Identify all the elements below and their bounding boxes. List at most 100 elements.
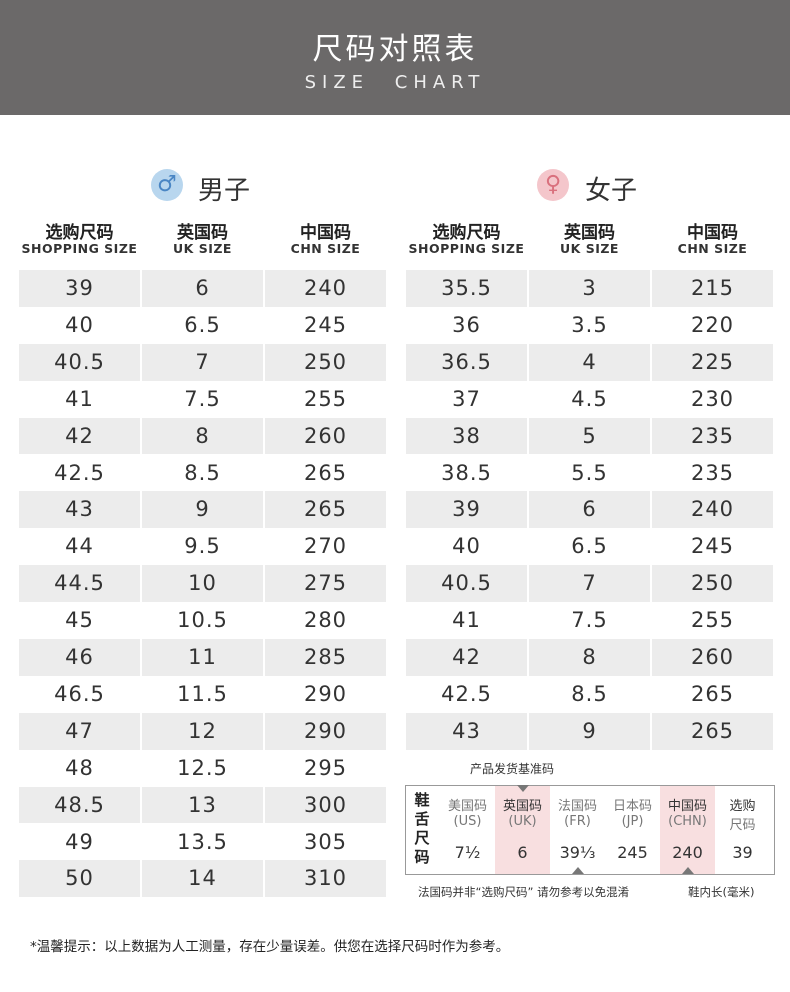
table-cell: 39 bbox=[18, 270, 141, 307]
column-header-en: UK SIZE bbox=[173, 241, 232, 256]
table-cell: 42 bbox=[18, 417, 141, 455]
table-cell: 40 bbox=[18, 306, 141, 344]
table-cell: 255 bbox=[651, 602, 774, 639]
table-cell: 40.5 bbox=[405, 565, 528, 603]
table-cell: 275 bbox=[264, 565, 387, 603]
table-cell: 39 bbox=[405, 491, 528, 529]
table-cell: 10 bbox=[141, 565, 264, 603]
table-cell: 225 bbox=[651, 343, 774, 381]
table-cell: 235 bbox=[651, 417, 774, 455]
table-cell: 245 bbox=[264, 306, 387, 344]
table-cell: 36.5 bbox=[405, 343, 528, 381]
table-cell: 230 bbox=[651, 380, 774, 418]
table-cell: 49 bbox=[18, 823, 141, 861]
table-cell: 290 bbox=[264, 712, 387, 750]
table-cell: 220 bbox=[651, 306, 774, 344]
legend-column-label: 选购 bbox=[729, 799, 756, 814]
table-cell: 6.5 bbox=[528, 528, 651, 566]
table-cell: 290 bbox=[264, 675, 387, 713]
table-cell: 265 bbox=[264, 491, 387, 529]
table-cell: 41 bbox=[18, 380, 141, 418]
column-header-en: SHOPPING SIZE bbox=[408, 241, 525, 256]
table-cell: 245 bbox=[651, 528, 774, 566]
table-cell: 6 bbox=[141, 270, 264, 307]
table-cell: 295 bbox=[264, 749, 387, 787]
gender-label: 女子 bbox=[585, 176, 638, 206]
column-header-en: CHN SIZE bbox=[677, 241, 748, 256]
table-cell: 42 bbox=[405, 639, 528, 676]
note: *温馨提示：以上数据为人工测量，存在少量误差。供您在选择尺码时作为参考。 bbox=[30, 939, 510, 955]
table-cell: 3 bbox=[528, 270, 651, 307]
table-cell: 255 bbox=[264, 380, 387, 418]
legend-side-label: 鞋舌尺码 bbox=[414, 791, 430, 866]
legend-column-label: 英国码 bbox=[502, 799, 542, 814]
legend-highlight bbox=[660, 786, 715, 874]
title: 尺码对照表 bbox=[312, 32, 478, 67]
table-cell: 48 bbox=[18, 749, 141, 787]
legend-column-label: 日本码 bbox=[612, 799, 652, 814]
table-cell: 44 bbox=[18, 528, 141, 566]
table-cell: 35.5 bbox=[405, 270, 528, 307]
table-cell: 7 bbox=[528, 565, 651, 603]
legend-column-label: (UK) bbox=[508, 814, 537, 829]
legend-column-label: 尺码 bbox=[729, 818, 756, 833]
table-cell: 6.5 bbox=[141, 306, 264, 344]
legend-caption: 产品发货基准码 bbox=[470, 762, 555, 776]
marker-down bbox=[517, 785, 529, 792]
table-cell: 46 bbox=[18, 639, 141, 676]
legend-value: 6 bbox=[517, 843, 528, 862]
table-cell: 12 bbox=[141, 712, 264, 750]
table-cell: 14 bbox=[141, 860, 264, 898]
table-cell: 12.5 bbox=[141, 749, 264, 787]
table-cell: 9 bbox=[528, 712, 651, 750]
table-cell: 10.5 bbox=[141, 602, 264, 639]
table-cell: 8.5 bbox=[528, 675, 651, 713]
subtitle: SIZE CHART bbox=[304, 72, 486, 93]
table-cell: 36 bbox=[405, 306, 528, 344]
table-cell: 235 bbox=[651, 454, 774, 492]
table-cell: 42.5 bbox=[18, 454, 141, 492]
table-cell: 42.5 bbox=[405, 675, 528, 713]
header-bar bbox=[0, 0, 790, 115]
table-cell: 9 bbox=[141, 491, 264, 529]
table-cell: 3.5 bbox=[528, 306, 651, 344]
table-cell: 11 bbox=[141, 639, 264, 676]
female-icon: ♀ bbox=[537, 169, 569, 201]
table-cell: 285 bbox=[264, 639, 387, 676]
column-header: 英国码 bbox=[564, 223, 615, 243]
table-cell: 4 bbox=[528, 343, 651, 381]
table-cell: 260 bbox=[264, 417, 387, 455]
legend-column-label: 法国码 bbox=[557, 799, 597, 814]
legend-value: 39⅓ bbox=[559, 843, 596, 862]
table-cell: 8 bbox=[528, 639, 651, 676]
table-cell: 250 bbox=[264, 343, 387, 381]
table-cell: 13.5 bbox=[141, 823, 264, 861]
legend-column-label: (FR) bbox=[564, 814, 591, 829]
legend-column-label: 美国码 bbox=[447, 799, 487, 814]
table-cell: 5.5 bbox=[528, 454, 651, 492]
table-cell: 7 bbox=[141, 343, 264, 381]
table-cell: 45 bbox=[18, 602, 141, 639]
table-cell: 215 bbox=[651, 270, 774, 307]
table-cell: 250 bbox=[651, 565, 774, 603]
table-cell: 37 bbox=[405, 380, 528, 418]
table-cell: 265 bbox=[651, 675, 774, 713]
column-header: 英国码 bbox=[177, 223, 228, 243]
table-cell: 41 bbox=[405, 602, 528, 639]
table-cell: 43 bbox=[405, 712, 528, 750]
table-cell: 7.5 bbox=[141, 380, 264, 418]
column-header: 选购尺码 bbox=[432, 223, 501, 243]
marker-up bbox=[572, 867, 584, 874]
table-cell: 40 bbox=[405, 528, 528, 566]
table-cell: 300 bbox=[264, 786, 387, 824]
legend-value: 240 bbox=[672, 843, 703, 862]
legend-column-label: (US) bbox=[453, 814, 482, 829]
column-header: 选购尺码 bbox=[45, 223, 114, 243]
table-cell: 280 bbox=[264, 602, 387, 639]
legend-value: 245 bbox=[617, 843, 648, 862]
table-cell: 6 bbox=[528, 491, 651, 529]
table-cell: 8 bbox=[141, 417, 264, 455]
legend-column-label: 中国码 bbox=[667, 799, 707, 814]
column-header: 中国码 bbox=[687, 223, 738, 243]
